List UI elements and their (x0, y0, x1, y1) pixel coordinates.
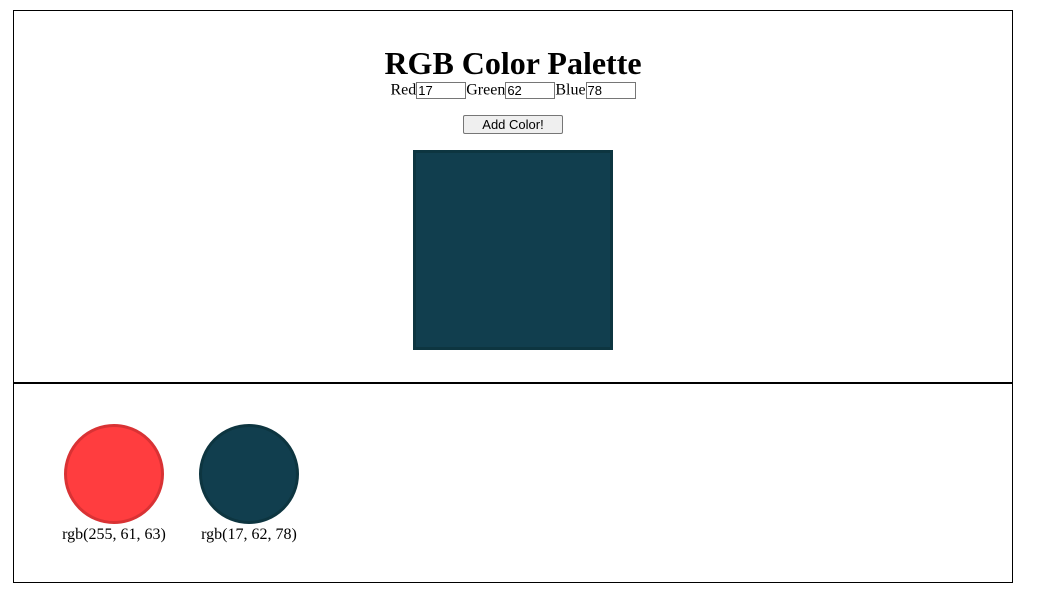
swatch-label: rgb(255, 61, 63) (62, 526, 166, 543)
page-title: RGB Color Palette (384, 45, 642, 81)
color-picker-panel: RGB Color Palette Red Green Blue Add Color… (13, 10, 1013, 384)
palette-panel: rgb(255, 61, 63) rgb(17, 62, 78) (13, 382, 1013, 583)
blue-input[interactable] (585, 81, 636, 99)
green-label: Green (466, 81, 506, 99)
red-label: Red (390, 81, 417, 99)
green-input[interactable] (505, 81, 556, 99)
color-swatch[interactable] (199, 424, 299, 524)
blue-label: Blue (555, 81, 586, 99)
swatch-label: rgb(17, 62, 78) (201, 526, 297, 543)
color-preview (413, 150, 613, 350)
swatch-item: rgb(255, 61, 63) (54, 424, 174, 545)
swatch-item: rgb(17, 62, 78) (189, 424, 309, 545)
add-color-button[interactable]: Add Color! (463, 115, 563, 134)
rgb-controls: Red Green Blue (14, 80, 1012, 100)
red-input[interactable] (416, 81, 467, 99)
color-swatch[interactable] (64, 424, 164, 524)
